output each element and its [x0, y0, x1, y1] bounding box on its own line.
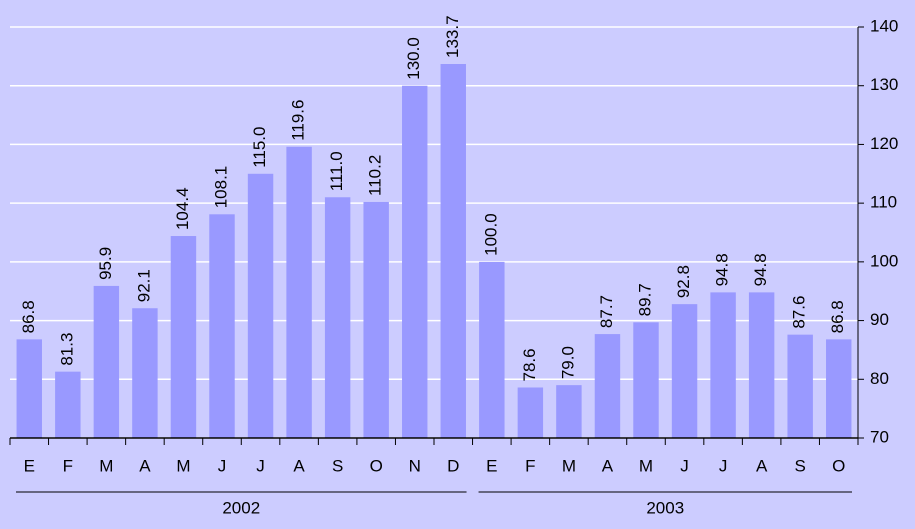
x-tick-label: F: [525, 456, 535, 475]
value-label: 92.1: [134, 269, 153, 302]
value-label: 94.8: [713, 253, 732, 286]
value-label: 110.2: [366, 155, 385, 196]
value-label: 79.0: [558, 346, 577, 379]
x-tick-label: S: [795, 456, 806, 475]
value-label: 100.0: [481, 213, 500, 256]
value-label: 108.1: [211, 166, 230, 209]
bar: [132, 308, 158, 438]
x-tick-label: J: [719, 456, 728, 475]
bar: [247, 173, 274, 439]
x-tick-label: A: [293, 456, 305, 475]
value-label: 111.0: [327, 151, 346, 191]
x-tick-label: J: [256, 456, 265, 475]
value-label: 92.8: [674, 265, 693, 298]
group-label: 2002: [222, 498, 260, 517]
x-tick-label: N: [409, 456, 421, 475]
x-tick-label: M: [562, 456, 576, 475]
value-label: 104.4: [173, 187, 192, 230]
y-tick-label: 100: [870, 251, 898, 270]
bar: [402, 85, 428, 438]
bar: [633, 322, 659, 438]
value-label: 133.7: [443, 15, 462, 58]
value-label: 86.8: [828, 300, 847, 333]
y-tick-label: 120: [870, 134, 898, 153]
bar: [440, 63, 466, 439]
bar: [286, 146, 312, 438]
y-tick-label: 70: [870, 427, 889, 446]
value-label: 87.7: [597, 295, 616, 328]
x-tick-label: M: [99, 456, 113, 475]
bar: [363, 201, 389, 438]
bar: [16, 339, 42, 438]
y-tick-label: 90: [870, 310, 889, 329]
x-tick-label: A: [756, 456, 768, 475]
x-tick-label: A: [139, 456, 151, 475]
bar: [479, 261, 505, 438]
y-tick-label: 140: [870, 16, 898, 35]
value-label: 95.9: [96, 247, 115, 280]
bar: [826, 339, 852, 438]
value-label: 130.0: [404, 37, 423, 80]
x-tick-label: S: [332, 456, 343, 475]
x-tick-label: M: [639, 456, 653, 475]
y-tick-label: 110: [870, 193, 897, 212]
y-tick-label: 80: [870, 369, 889, 388]
value-label: 119.6: [289, 99, 308, 140]
bar: [170, 236, 197, 438]
y-tick-label: 130: [870, 75, 898, 94]
bar: [710, 292, 736, 438]
value-label: 78.6: [520, 348, 539, 381]
x-tick-label: E: [486, 456, 497, 475]
bar: [209, 214, 235, 438]
value-label: 86.8: [19, 300, 38, 333]
x-tick-label: E: [24, 456, 35, 475]
value-label: 87.6: [790, 296, 809, 329]
bar: [594, 334, 621, 438]
bar: [556, 385, 582, 438]
x-tick-label: A: [602, 456, 614, 475]
x-tick-label: M: [176, 456, 190, 475]
x-tick-label: O: [832, 456, 845, 475]
bar: [517, 387, 544, 438]
x-tick-label: D: [447, 456, 459, 475]
bar: [748, 292, 775, 438]
value-label: 89.7: [635, 283, 654, 316]
bar: [324, 197, 351, 438]
value-label: 115.0: [250, 127, 269, 168]
value-label: 94.8: [751, 253, 770, 286]
x-tick-label: J: [680, 456, 689, 475]
value-label: 81.3: [57, 333, 76, 366]
x-tick-label: F: [63, 456, 73, 475]
bar: [787, 334, 813, 438]
bar: [93, 285, 120, 438]
x-tick-label: J: [218, 456, 227, 475]
bar: [671, 304, 698, 438]
x-tick-label: O: [370, 456, 383, 475]
group-label: 2003: [646, 498, 684, 517]
bar: [55, 371, 81, 438]
